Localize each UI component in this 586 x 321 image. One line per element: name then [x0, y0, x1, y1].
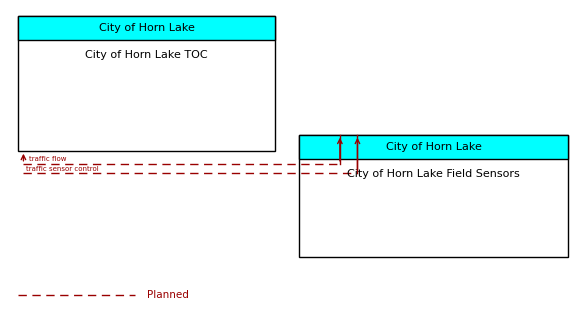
Text: traffic flow: traffic flow: [29, 156, 67, 162]
Text: City of Horn Lake Field Sensors: City of Horn Lake Field Sensors: [347, 169, 520, 178]
Text: Planned: Planned: [146, 290, 188, 300]
Text: City of Horn Lake TOC: City of Horn Lake TOC: [85, 50, 208, 60]
Bar: [18, 16, 275, 40]
Bar: [299, 135, 568, 159]
Text: City of Horn Lake: City of Horn Lake: [98, 23, 195, 33]
Bar: [299, 135, 568, 257]
Text: City of Horn Lake: City of Horn Lake: [386, 142, 482, 152]
Text: traffic sensor control: traffic sensor control: [26, 166, 99, 172]
Bar: [18, 16, 275, 151]
